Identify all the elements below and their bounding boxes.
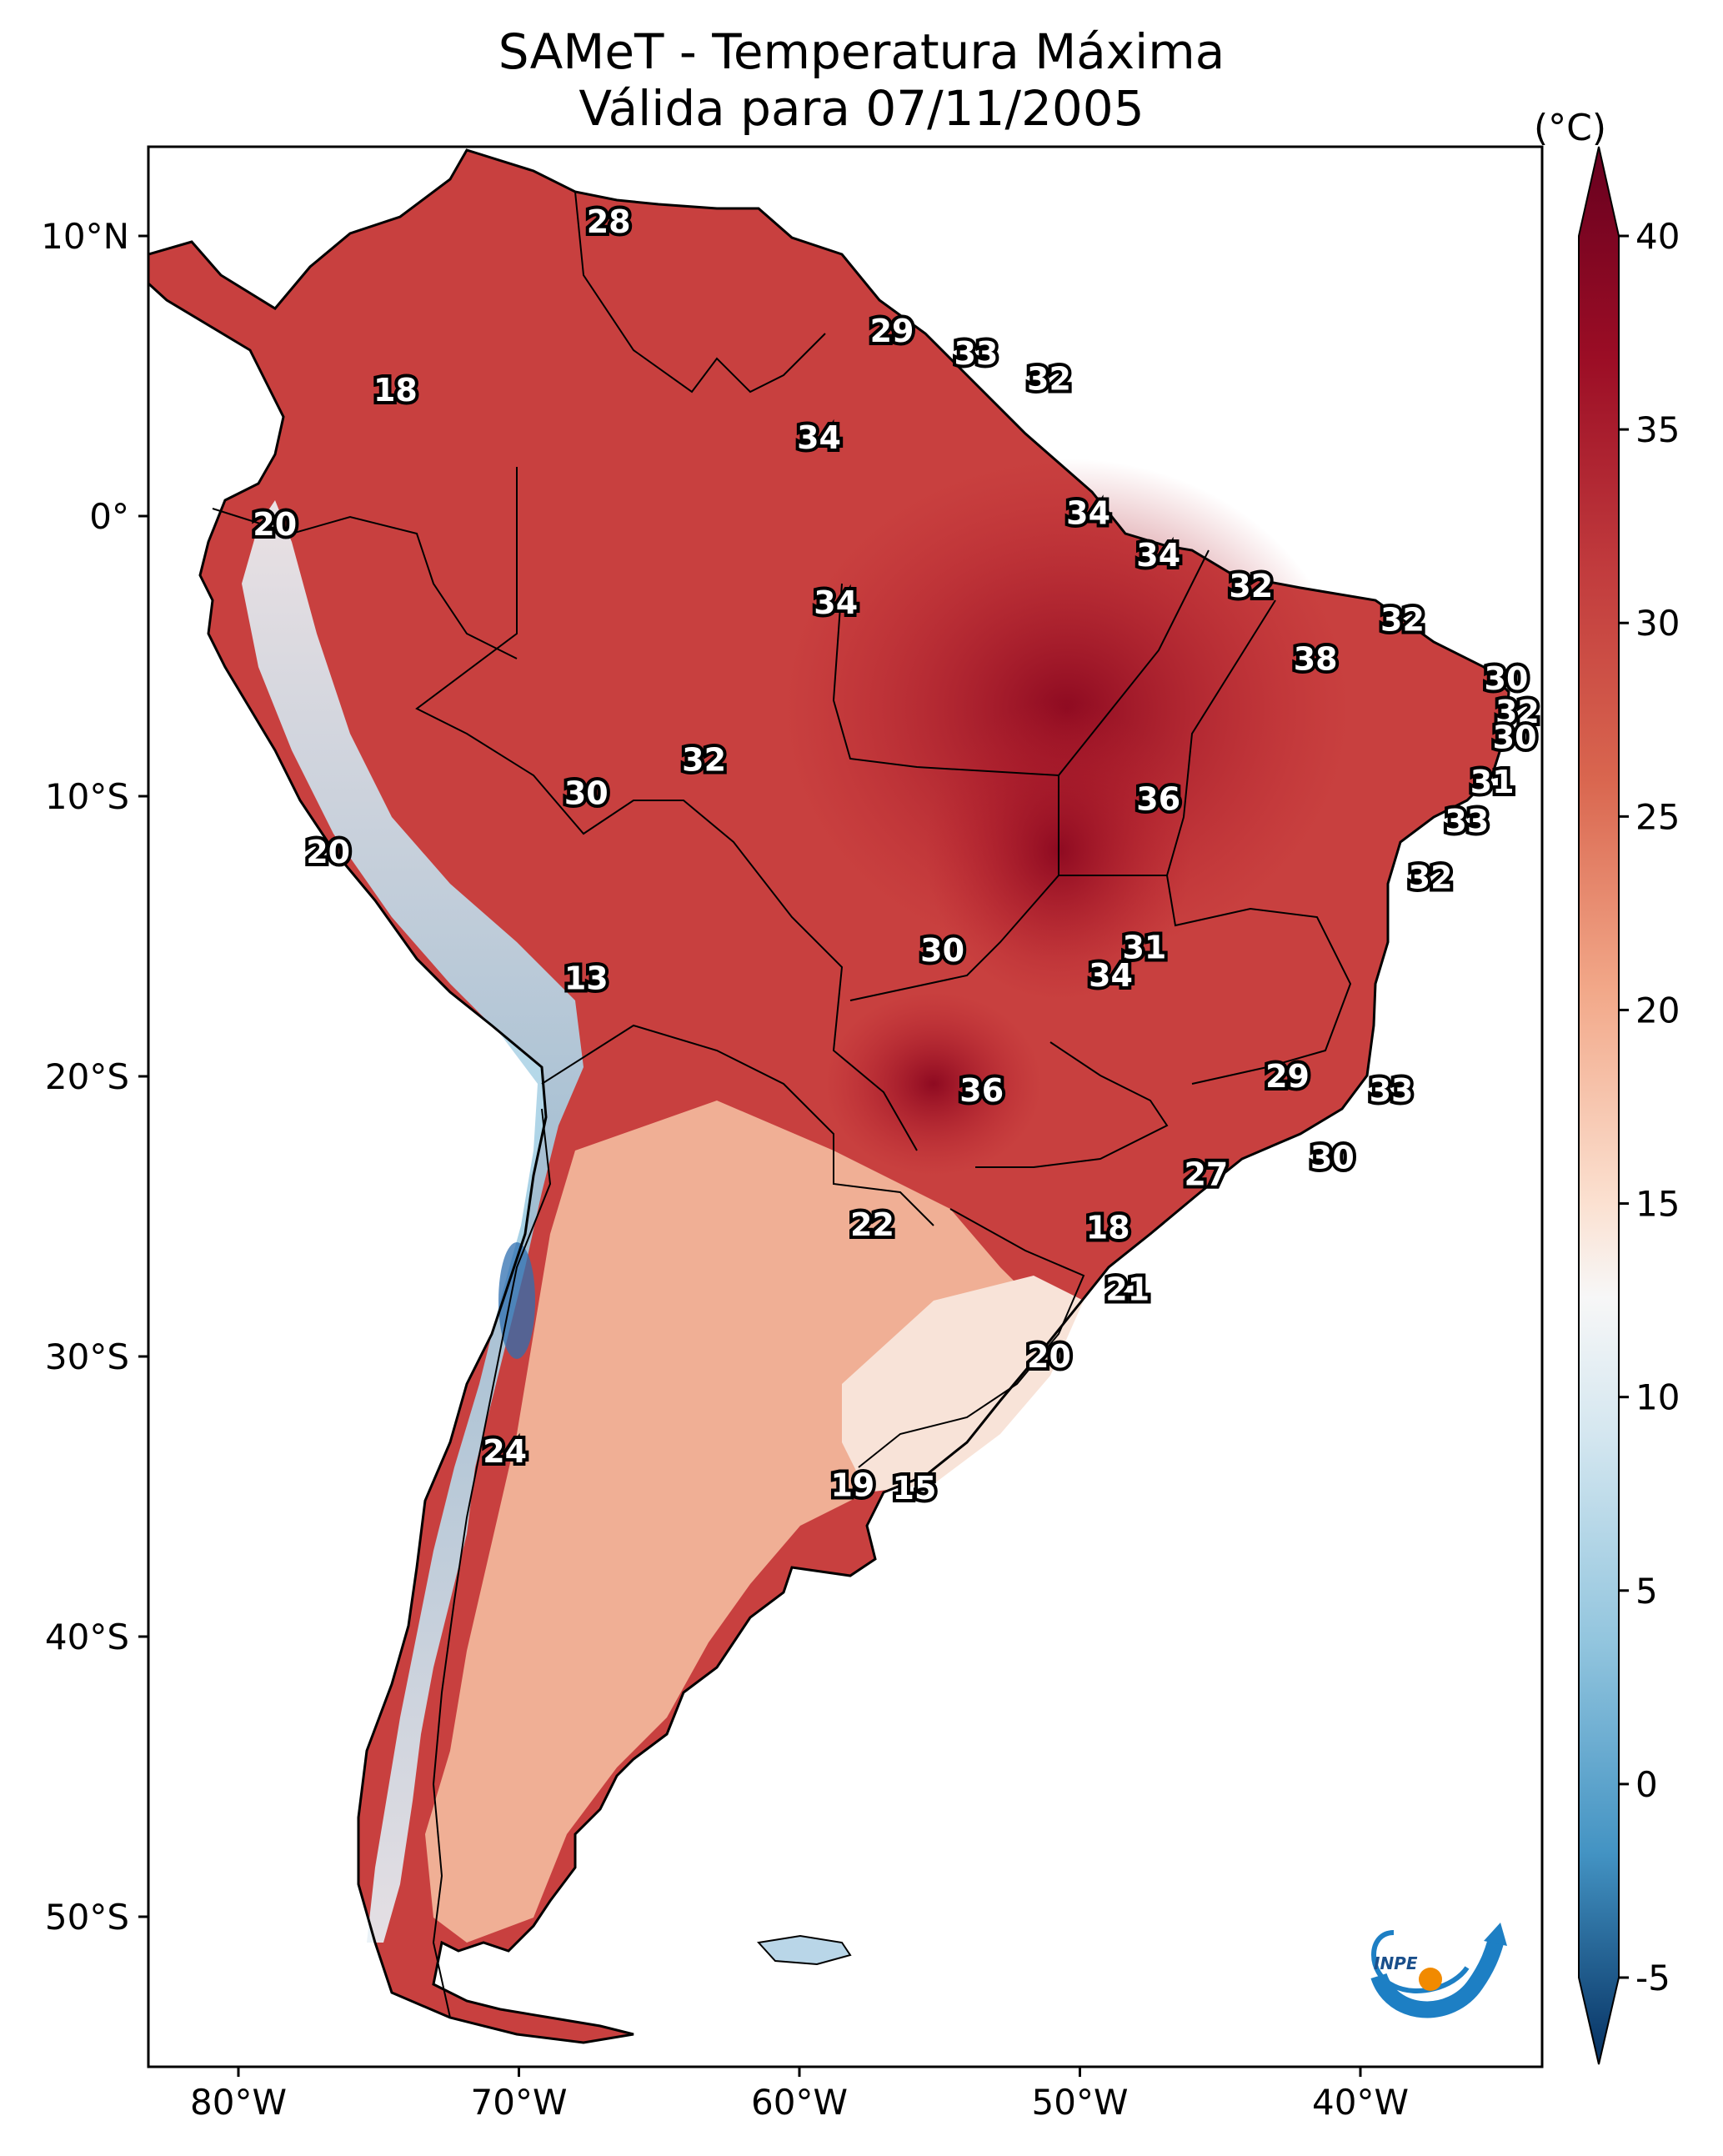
logo-text: INPE: [1374, 1953, 1418, 1973]
border-argentina-chile: [432, 1108, 552, 2018]
temperature-value-label: 18: [373, 372, 418, 409]
temperature-value-label: 28: [587, 203, 631, 240]
temperature-value-label: 22: [850, 1206, 894, 1243]
temperature-value-label: 20: [306, 834, 350, 870]
border-brazil-peru-bolivia: [415, 467, 918, 1151]
inpe-logo: INPE: [1370, 1923, 1507, 2018]
continent-coastline: [148, 148, 1510, 2044]
temperature-value-label: 18: [1086, 1209, 1130, 1246]
logo-swirl-thin: [1371, 1930, 1470, 1993]
lat-tick-label: 20°S: [45, 1056, 129, 1097]
temperature-value-label: 29: [870, 313, 914, 349]
lon-tick-label: 80°W: [190, 2082, 287, 2123]
logo-arrow-head: [1484, 1923, 1507, 1946]
border-brazil-states-d: [849, 875, 1059, 1001]
lat-tick-label: 0°: [89, 496, 129, 537]
temperature-value-label: 29: [1265, 1058, 1310, 1095]
map-frame: [147, 145, 1544, 2068]
lat-tick-label: 40°S: [45, 1617, 129, 1657]
border-brazil-states-a: [832, 549, 1210, 777]
lat-tick-label: 30°S: [45, 1336, 129, 1377]
uruguay-cool-region: [842, 1276, 1084, 1492]
border-brazil-states-b: [1058, 599, 1276, 876]
lat-tick-label: 50°S: [45, 1897, 129, 1938]
lon-tick-label: 70°W: [471, 2082, 568, 2123]
temperature-value-label: 38: [1294, 640, 1338, 677]
temperature-value-label: 20: [253, 506, 297, 543]
temperature-value-label: 13: [564, 960, 609, 996]
temperature-value-label: 31: [1122, 929, 1166, 965]
southern-cone-warm-region: [425, 1101, 1034, 1943]
falkland-islands: [757, 1934, 852, 1966]
colorbar-unit: (°C): [1534, 107, 1607, 149]
temperature-value-label: 32: [1495, 694, 1540, 730]
andes-cool-strip: [242, 500, 584, 1943]
border-venezuela-brazil: [574, 191, 826, 394]
temperature-value-label: 33: [954, 335, 999, 372]
temperature-value-label: 34: [1066, 495, 1110, 532]
temperature-value-label: 30: [1485, 660, 1529, 697]
lat-tick-label: 10°S: [45, 776, 129, 817]
lat-tick-label: 10°N: [41, 216, 129, 257]
colorbar-tick-label: -5: [1635, 1958, 1670, 1998]
temperature-value-label: 32: [682, 741, 726, 778]
colorbar-tick-label: 25: [1635, 796, 1680, 837]
colorbar-ticks: 40 35 30 25 20 15 10 5 0 -5: [1619, 216, 1680, 1998]
border-colombia-peru: [212, 508, 518, 659]
latitude-axis: 10°N 0° 10°S 20°S 30°S 40°S 50°S: [41, 216, 148, 1938]
colorbar-tick-label: 10: [1635, 1377, 1680, 1418]
temperature-value-label: 30: [564, 775, 609, 812]
temperature-value-label: 32: [1229, 568, 1273, 604]
temperature-value-label: 34: [797, 419, 841, 456]
colorbar: 40 35 30 25 20 15 10 5 0 -5: [1578, 146, 1680, 2065]
border-bolivia-paraguay: [541, 1024, 934, 1226]
logo-sun: [1419, 1968, 1442, 1991]
temperature-value-label: 34: [1089, 957, 1133, 994]
temperature-value-label: 15: [893, 1470, 937, 1507]
map-subtitle: Válida para 07/11/2005: [579, 80, 1144, 137]
temperature-value-label: 21: [1105, 1271, 1150, 1307]
country-borders: [212, 191, 1352, 2018]
temperature-value-label: 31: [1470, 764, 1515, 800]
lon-tick-label: 60°W: [751, 2082, 848, 2123]
heat-core-south: [825, 992, 1042, 1176]
temperature-value-label: 34: [1136, 537, 1180, 574]
colorbar-tick-label: 5: [1635, 1571, 1658, 1612]
temperature-value-label: 33: [1370, 1072, 1414, 1109]
colorbar-tick-label: 40: [1635, 216, 1680, 257]
temperature-value-label: 19: [830, 1467, 874, 1504]
colorbar-tick-label: 20: [1635, 990, 1680, 1030]
colorbar-tick-label: 35: [1635, 409, 1680, 450]
temperature-value-label: 36: [959, 1072, 1004, 1109]
temperature-value-label: 30: [920, 932, 964, 969]
temperature-value-label: 32: [1027, 360, 1071, 397]
border-argentina-brazil: [858, 1208, 1085, 1468]
temperature-value-label: 34: [814, 584, 858, 621]
temperature-value-label: 32: [1380, 601, 1425, 638]
colorbar-bar: [1578, 146, 1620, 2065]
map-title: SAMeT - Temperatura Máxima: [498, 23, 1225, 80]
temperature-value-label: 30: [1310, 1139, 1355, 1176]
lon-tick-label: 50°W: [1032, 2082, 1129, 2123]
logo-swirl-thick: [1370, 1940, 1504, 2018]
temperature-value-label: 33: [1445, 803, 1489, 840]
temperature-value-label: 20: [1027, 1338, 1071, 1375]
temperature-value-label: 24: [483, 1433, 527, 1470]
temperature-value-label: 32: [1409, 859, 1453, 895]
andes-cold-spot: [498, 1242, 535, 1359]
colorbar-tick-label: 0: [1635, 1764, 1658, 1805]
temperature-value-label: 30: [1493, 719, 1537, 755]
border-brazil-states-c: [1166, 875, 1352, 1085]
colorbar-tick-label: 15: [1635, 1184, 1680, 1225]
border-brazil-states-e: [975, 1041, 1169, 1168]
temperature-value-label: 36: [1136, 780, 1180, 817]
lon-tick-label: 40°W: [1312, 2082, 1409, 2123]
temperature-value-label: 27: [1184, 1156, 1228, 1193]
longitude-axis: 80°W 70°W 60°W 50°W 40°W: [190, 2067, 1409, 2123]
colorbar-tick-label: 30: [1635, 603, 1680, 644]
